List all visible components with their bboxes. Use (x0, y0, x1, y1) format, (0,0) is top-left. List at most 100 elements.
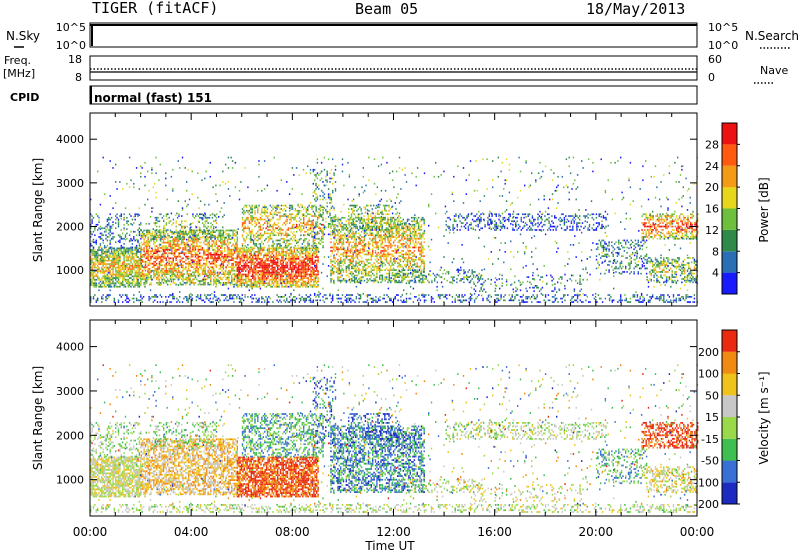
echo-cell (97, 215, 99, 217)
echo-cell (97, 261, 99, 264)
echo-cell (236, 233, 238, 235)
echo-cell (112, 271, 114, 274)
echo-cell (175, 276, 177, 279)
echo-cell (180, 278, 183, 281)
echo-cell (367, 258, 370, 261)
echo-cell (147, 236, 149, 239)
echo-cell (201, 216, 204, 219)
echo-cell (295, 280, 297, 283)
echo-cell (221, 266, 223, 268)
echo-cell (204, 271, 206, 274)
echo-cell (95, 285, 97, 288)
echo-cell (134, 254, 136, 257)
echo-cell (214, 234, 216, 237)
echo-cell (271, 265, 273, 267)
echo-cell (297, 263, 300, 265)
echo-cell (150, 282, 152, 284)
echo-cell (250, 246, 252, 249)
echo-cell (142, 269, 144, 272)
echo-cell (300, 227, 302, 230)
echo-cell (264, 246, 266, 249)
echo-cell (154, 247, 156, 249)
echo-cell (109, 246, 111, 249)
echo-cell (113, 236, 115, 238)
echo-cell (115, 227, 117, 230)
echo-cell (380, 230, 382, 233)
echo-cell (203, 268, 205, 270)
echo-cell (154, 236, 156, 238)
echo-cell (134, 259, 136, 262)
echo-cell (277, 211, 280, 214)
echo-cell (243, 265, 245, 267)
echo-cell (245, 249, 247, 251)
echo-cell (135, 263, 138, 265)
echo-cell (203, 283, 205, 286)
echo-cell (183, 236, 186, 239)
echo-cell (214, 269, 216, 272)
echo-cell (180, 283, 183, 286)
echo-cell (272, 247, 275, 250)
echo-cell (248, 204, 251, 207)
echo-cell (165, 230, 168, 233)
echo-cell (119, 275, 121, 278)
echo-cell (261, 234, 263, 237)
echo-cell (143, 261, 145, 263)
echo-cell (208, 232, 211, 235)
echo-cell (101, 271, 103, 274)
echo-cell (285, 280, 287, 283)
echo-cell (282, 271, 284, 274)
echo-cell (110, 225, 113, 228)
echo-cell (150, 250, 152, 253)
echo-cell (380, 274, 382, 277)
echo-cell (314, 270, 316, 272)
echo-cell (174, 231, 176, 233)
echo-cell (311, 252, 314, 255)
echo-cell (257, 251, 259, 253)
echo-cell (347, 237, 349, 240)
echo-cell (245, 246, 248, 249)
echo-cell (284, 278, 286, 281)
echo-cell (97, 278, 99, 281)
echo-cell (285, 247, 287, 250)
echo-cell (94, 285, 96, 288)
echo-cell (167, 240, 169, 242)
echo-cell (226, 252, 229, 254)
echo-cell (98, 249, 100, 251)
echo-cell (352, 276, 354, 278)
echo-cell (351, 223, 353, 226)
echo-cell (150, 236, 152, 239)
echo-cell (288, 252, 290, 255)
echo-cell (99, 261, 102, 264)
echo-cell (92, 246, 95, 249)
echo-cell (348, 220, 350, 223)
echo-cell (246, 252, 248, 255)
echo-cell (261, 258, 264, 260)
echo-cell (250, 284, 252, 286)
echo-cell (265, 271, 268, 274)
echo-cell (130, 256, 132, 258)
echo-cell (179, 233, 181, 235)
echo-cell (98, 285, 100, 288)
echo-cell (312, 168, 314, 171)
echo-cell (272, 278, 275, 281)
echo-cell (284, 204, 287, 207)
echo-cell (367, 223, 370, 226)
echo-cell (137, 266, 139, 269)
echo-cell (282, 258, 284, 260)
echo-cell (156, 234, 158, 237)
echo-cell (117, 258, 120, 260)
echo-cell (208, 261, 211, 263)
echo-cell (347, 230, 349, 233)
echo-cell (303, 225, 305, 228)
echo-cell (381, 276, 384, 278)
echo-cell (144, 234, 147, 237)
echo-cell (101, 256, 103, 258)
echo-cell (117, 265, 120, 267)
echo-cell (91, 278, 93, 281)
echo-cell (171, 276, 173, 279)
echo-cell (245, 256, 247, 258)
echo-cell (369, 271, 371, 273)
echo-cell (287, 234, 290, 237)
echo-cell (190, 275, 193, 277)
echo-cell (211, 216, 214, 219)
